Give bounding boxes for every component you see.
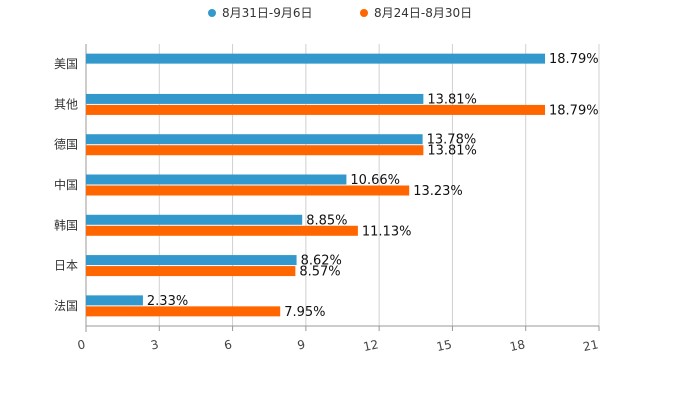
bar-series2 [86,306,281,317]
data-label: 7.95% [284,305,325,320]
legend-marker [208,9,216,17]
legend-label: 8月31日-9月6日 [222,6,313,20]
x-tick-label: 9 [296,337,306,352]
category-label: 德国 [54,137,78,152]
bar-series1 [86,93,424,104]
legend-label: 8月24日-8月30日 [374,6,472,20]
data-label: 18.79% [549,103,599,118]
x-tick-label: 18 [508,337,526,354]
legend-marker [360,9,368,17]
x-tick-label: 15 [435,337,453,354]
bar-series2 [86,225,358,236]
data-label: 13.81% [427,144,477,159]
x-tick-label: 21 [582,337,600,354]
bar-series1 [86,255,297,266]
bar-series2 [86,104,546,115]
category-label: 其他 [54,97,78,111]
data-label: 8.62% [301,254,342,269]
category-label: 韩国 [54,217,78,232]
bar-series2 [86,266,296,277]
bar-series2 [86,145,424,156]
bar-series1 [86,214,303,225]
data-label: 11.13% [362,224,412,239]
x-tick-label: 3 [150,337,160,352]
data-label: 2.33% [147,294,188,309]
bar-series2 [86,185,410,196]
data-label: 13.23% [413,184,463,199]
x-tick-label: 0 [76,337,86,352]
bar-series1 [86,134,423,145]
data-label: 13.78% [427,133,477,148]
data-label: 8.57% [299,265,340,280]
data-label: 10.66% [350,173,400,188]
category-label: 日本 [54,259,78,273]
bar-series1 [86,174,347,185]
data-label: 18.79% [549,52,599,67]
category-label: 中国 [54,177,78,192]
bar-series1 [86,53,546,64]
data-label: 8.85% [306,213,347,228]
data-label: 13.81% [427,92,477,107]
category-label: 美国 [54,57,78,71]
x-tick-label: 12 [362,337,380,354]
category-label: 法国 [54,299,78,313]
x-tick-label: 6 [223,337,233,352]
bar-series1 [86,295,143,306]
